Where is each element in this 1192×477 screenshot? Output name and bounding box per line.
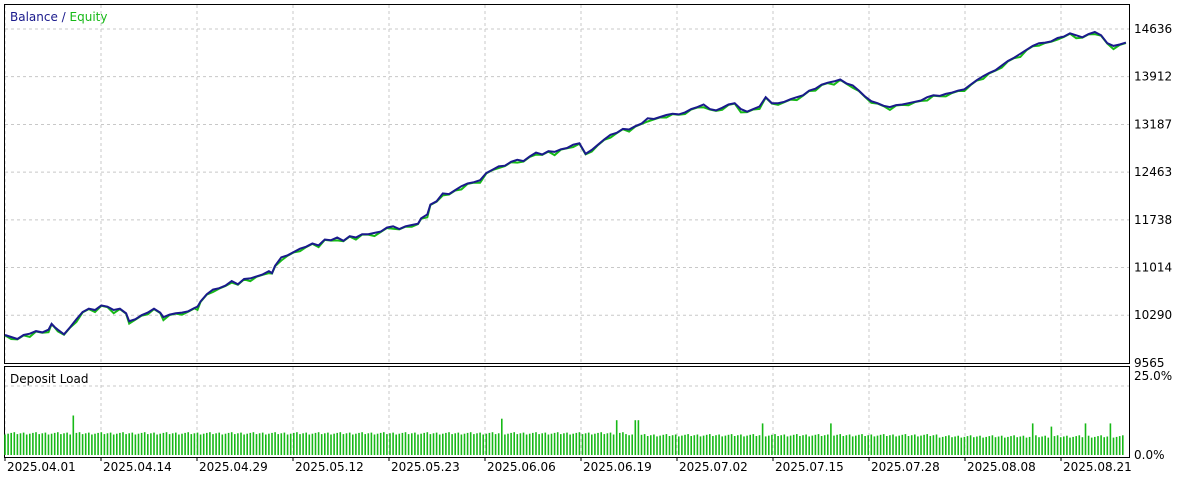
x-tick-label: 2025.04.29 xyxy=(199,460,268,474)
subchart-y-tick-label: 25.0% xyxy=(1134,369,1172,383)
x-tick-label: 2025.07.15 xyxy=(775,460,844,474)
y-tick-label: 12463 xyxy=(1134,165,1172,179)
x-axis-labels: 2025.04.01 2025.04.14 2025.04.29 2025.05.12… xyxy=(4,457,1132,474)
x-tick-label: 2025.07.02 xyxy=(679,460,748,474)
x-tick-label: 2025.06.06 xyxy=(487,460,556,474)
x-tick-label: 2025.04.01 xyxy=(7,460,76,474)
deposit-load-bars xyxy=(4,415,1124,455)
main-chart-frame xyxy=(4,4,1130,364)
y-tick-label: 14636 xyxy=(1134,22,1172,36)
x-tick-label: 2025.06.19 xyxy=(583,460,652,474)
y-tick-label: 11738 xyxy=(1134,213,1172,227)
y-tick-label: 13187 xyxy=(1134,117,1172,131)
subchart-y-tick-label: 0.0% xyxy=(1134,448,1165,462)
y-axis-labels: 14636 13912 13187 12463 11738 11014 10290 9565 xyxy=(1134,22,1172,370)
x-tick-label: 2025.05.23 xyxy=(391,460,460,474)
x-tick-label: 2025.08.08 xyxy=(967,460,1036,474)
y-tick-label: 10290 xyxy=(1134,308,1172,322)
x-tick-label: 2025.07.28 xyxy=(871,460,940,474)
x-tick-label: 2025.05.12 xyxy=(295,460,364,474)
legend-balance: Balance xyxy=(10,10,58,24)
y-tick-label: 9565 xyxy=(1134,356,1165,370)
balance-line xyxy=(4,30,1127,341)
legend-separator: / xyxy=(58,10,70,24)
main-grid xyxy=(4,5,1129,363)
legend-equity: Equity xyxy=(70,10,108,24)
subchart-y-axis-labels: 25.0% 0.0% xyxy=(1134,369,1172,462)
y-tick-label: 11014 xyxy=(1134,261,1172,275)
y-tick-label: 13912 xyxy=(1134,70,1172,84)
legend: Balance / Equity xyxy=(10,10,107,24)
x-tick-label: 2025.08.21 xyxy=(1063,460,1132,474)
subchart-title: Deposit Load xyxy=(10,372,88,386)
subchart-frame xyxy=(4,366,1130,458)
x-tick-label: 2025.04.14 xyxy=(103,460,172,474)
